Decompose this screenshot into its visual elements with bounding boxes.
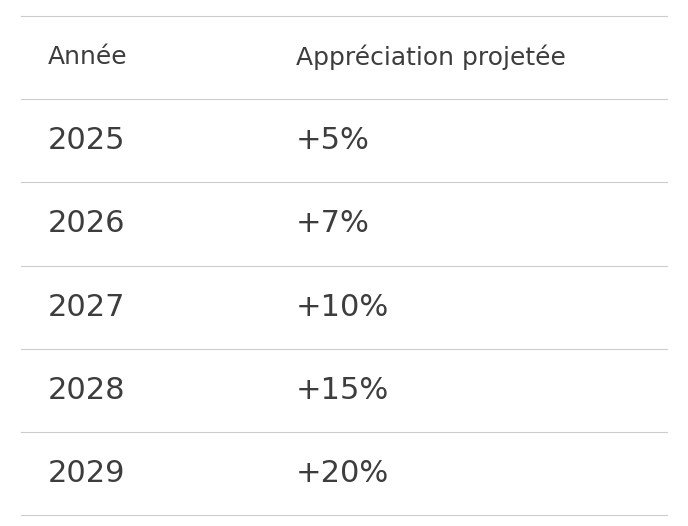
Text: +20%: +20% — [296, 459, 389, 488]
Text: 2027: 2027 — [48, 293, 126, 322]
Text: 2025: 2025 — [48, 126, 126, 155]
Text: +7%: +7% — [296, 209, 369, 238]
Text: Année: Année — [48, 45, 128, 69]
Text: 2026: 2026 — [48, 209, 126, 238]
Text: 2029: 2029 — [48, 459, 126, 488]
Text: +5%: +5% — [296, 126, 369, 155]
Text: 2028: 2028 — [48, 376, 126, 405]
Text: Appréciation projetée: Appréciation projetée — [296, 45, 566, 70]
Text: +15%: +15% — [296, 376, 389, 405]
Text: +10%: +10% — [296, 293, 389, 322]
